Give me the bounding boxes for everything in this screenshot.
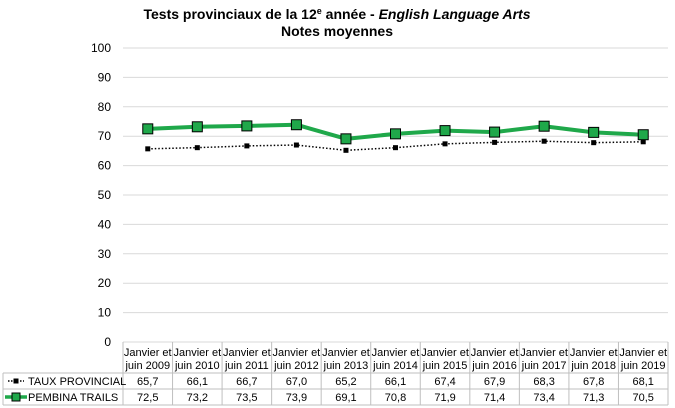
data-point-taux-provincial [442, 141, 448, 147]
x-category-label: juin 2017 [521, 360, 567, 372]
data-table-cell: 70,8 [385, 392, 406, 404]
data-point-taux-provincial [343, 147, 349, 153]
data-table-cell: 73,5 [236, 392, 257, 404]
x-category-label: juin 2009 [124, 360, 170, 372]
y-tick-label: 60 [98, 159, 112, 173]
legend-series-name: PEMBINA TRAILS [28, 392, 118, 404]
x-category-label: Janvier et [570, 347, 618, 359]
y-tick-label: 20 [98, 276, 112, 290]
data-point-pembina-trails [439, 125, 451, 137]
x-category-label: juin 2014 [372, 360, 418, 372]
data-table-cell: 68,3 [533, 376, 554, 388]
data-table-cell: 67,0 [286, 376, 307, 388]
data-table-cell: 73,2 [187, 392, 208, 404]
x-category-label: juin 2016 [471, 360, 517, 372]
data-table-cell: 71,4 [484, 392, 505, 404]
y-axis: 0 10 20 30 40 50 60 70 80 90 100 [91, 41, 111, 349]
data-point-taux-provincial [541, 138, 547, 144]
y-tick-label: 40 [98, 217, 112, 231]
data-point-pembina-trails [588, 126, 600, 138]
data-table-cell: 71,3 [583, 392, 604, 404]
data-point-taux-provincial [492, 139, 498, 145]
data-table-cell: 73,9 [286, 392, 307, 404]
y-tick-label: 0 [104, 335, 111, 349]
x-category-label: juin 2011 [224, 360, 269, 372]
data-table-cell: 65,7 [137, 376, 158, 388]
data-table-cell: 65,2 [335, 376, 356, 388]
y-tick-label: 70 [98, 129, 112, 143]
series-lines [142, 119, 649, 153]
data-point-pembina-trails [290, 119, 302, 131]
gridlines [123, 47, 668, 343]
data-table-cell: 66,7 [236, 376, 257, 388]
data-point-pembina-trails [538, 120, 550, 132]
legend-key-marker [11, 392, 21, 402]
x-category-label: juin 2015 [422, 360, 468, 372]
data-point-taux-provincial [194, 145, 200, 151]
x-category-label: Janvier et [471, 347, 519, 359]
data-table-cell: 68,1 [633, 376, 654, 388]
data-table-cell: 71,9 [434, 392, 455, 404]
series-line-taux-provincial [147, 140, 644, 152]
x-category-label: Janvier et [273, 347, 321, 359]
data-point-taux-provincial [591, 140, 597, 146]
legend-key-marker [13, 378, 19, 384]
y-tick-label: 90 [98, 70, 112, 84]
data-point-pembina-trails [390, 128, 401, 140]
data-point-taux-provincial [244, 143, 250, 149]
x-category-label: juin 2019 [620, 360, 666, 372]
data-table-cell: 72,5 [137, 392, 158, 404]
y-tick-label: 100 [91, 41, 111, 55]
data-point-taux-provincial [640, 139, 646, 145]
y-tick-label: 30 [98, 247, 112, 261]
data-table-cell: 69,1 [335, 392, 356, 404]
data-table-cell: 70,5 [633, 392, 654, 404]
x-category-label: juin 2010 [174, 360, 220, 372]
data-point-pembina-trails [241, 120, 253, 132]
chart-title-line1: Tests provinciaux de la 12e année - Engl… [143, 6, 530, 22]
x-category-label: juin 2018 [570, 360, 616, 372]
data-point-taux-provincial [393, 145, 398, 151]
data-table-cell: 67,4 [434, 376, 455, 388]
data-point-pembina-trails [340, 133, 352, 145]
x-category-label: Janvier et [372, 347, 420, 359]
data-table-cell: 66,1 [385, 376, 406, 388]
data-point-taux-provincial [145, 146, 151, 152]
x-category-label: Janvier et [322, 347, 370, 359]
data-table-cell: 67,8 [583, 376, 604, 388]
x-category-label: juin 2013 [323, 360, 369, 372]
data-point-pembina-trails [142, 123, 154, 135]
data-table-cell: 73,4 [533, 392, 554, 404]
y-tick-label: 10 [98, 306, 112, 320]
data-table-cell: 66,1 [187, 376, 208, 388]
x-category-label: Janvier et [173, 347, 221, 359]
y-tick-label: 80 [98, 100, 112, 114]
x-category-label: juin 2012 [273, 360, 319, 372]
y-tick-label: 50 [98, 188, 112, 202]
data-point-pembina-trails [489, 126, 501, 138]
x-category-label: Janvier et [619, 347, 667, 359]
x-category-label: Janvier et [520, 347, 568, 359]
data-point-pembina-trails [191, 121, 203, 133]
legend-series-name: TAUX PROVINCIAL [28, 376, 126, 388]
x-category-label: Janvier et [124, 347, 172, 359]
chart-title-line2: Notes moyennes [281, 23, 393, 39]
data-point-taux-provincial [293, 142, 299, 148]
data-point-pembina-trails [637, 129, 649, 141]
data-table-cell: 67,9 [484, 376, 505, 388]
x-category-label: Janvier et [223, 347, 271, 359]
x-category-label: Janvier et [421, 347, 469, 359]
